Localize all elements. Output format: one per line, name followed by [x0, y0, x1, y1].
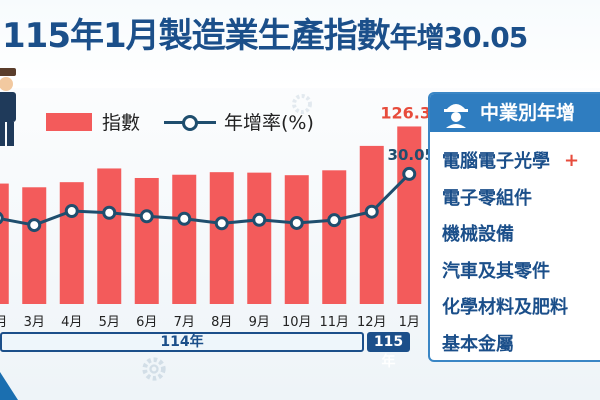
industry-list-item: 基本金屬 — [442, 325, 579, 362]
bar — [322, 170, 346, 304]
industry-side-panel: 中業別年增 電腦電子光學 + 電子零組件機械設備汽車及其零件 化學材料及肥料 基本金屬 — [428, 92, 600, 362]
growth-mark: + — [564, 150, 579, 171]
growth-rate-point — [329, 215, 340, 226]
corner-decoration — [0, 372, 18, 400]
gear-icon — [140, 355, 168, 383]
growth-rate-point — [29, 220, 40, 231]
industry-label: 電子零組件 — [442, 184, 532, 210]
bar — [22, 187, 46, 304]
year-label-114: 114年 — [0, 332, 364, 352]
industry-list-item: 化學材料及肥料 — [442, 288, 579, 325]
x-tick-label: 8月 — [211, 315, 232, 330]
x-tick-label: 9月 — [249, 315, 270, 330]
growth-rate-point — [366, 206, 377, 217]
growth-rate-point — [66, 206, 77, 217]
growth-rate-point — [404, 168, 415, 179]
industry-list-item: 機械設備 — [442, 215, 579, 252]
x-tick-label: 11月 — [319, 315, 349, 330]
bar — [210, 172, 234, 304]
industry-label: 汽車及其零件 — [442, 257, 550, 283]
x-tick-label: 10月 — [282, 315, 312, 330]
industry-label: 電腦電子光學 — [442, 147, 550, 173]
x-tick-label: 1月 — [399, 315, 420, 330]
x-tick-label: 5月 — [99, 315, 120, 330]
bar — [247, 173, 271, 304]
side-panel-header: 中業別年增 — [430, 94, 600, 132]
side-panel-title: 中業別年增 — [480, 102, 575, 124]
industry-label: 化學材料及肥料 — [442, 293, 568, 319]
bar — [0, 184, 9, 304]
industry-label: 基本金屬 — [442, 330, 514, 356]
year-label-115: 115年 — [367, 332, 410, 352]
bar — [60, 182, 84, 304]
bar — [285, 175, 309, 304]
industry-list-item: 汽車及其零件 — [442, 252, 579, 289]
x-tick-label: 12月 — [357, 315, 387, 330]
industry-label: 機械設備 — [442, 220, 514, 246]
growth-rate-point — [254, 214, 265, 225]
x-tick-label: 6月 — [136, 315, 157, 330]
growth-rate-point — [141, 211, 152, 222]
growth-rate-point — [104, 207, 115, 218]
industry-list-item: 電子零組件 — [442, 179, 579, 216]
bar — [172, 175, 196, 304]
industry-list: 電腦電子光學 + 電子零組件機械設備汽車及其零件 化學材料及肥料 基本金屬 — [442, 142, 579, 361]
growth-rate-point — [216, 218, 227, 229]
growth-rate-point — [179, 213, 190, 224]
industry-list-item: 電腦電子光學 + — [442, 142, 579, 179]
bar — [97, 168, 121, 304]
bar — [360, 146, 384, 304]
x-tick-label: 7月 — [174, 315, 195, 330]
x-tick-label: 3月 — [24, 315, 45, 330]
worker-icon — [440, 98, 472, 128]
year-axis-bar: 114年 115年 — [0, 332, 410, 352]
bar — [135, 178, 159, 304]
x-tick-label: 2月 — [0, 315, 7, 330]
growth-rate-point — [0, 213, 2, 224]
x-tick-label: 4月 — [61, 315, 82, 330]
growth-rate-point — [291, 217, 302, 228]
